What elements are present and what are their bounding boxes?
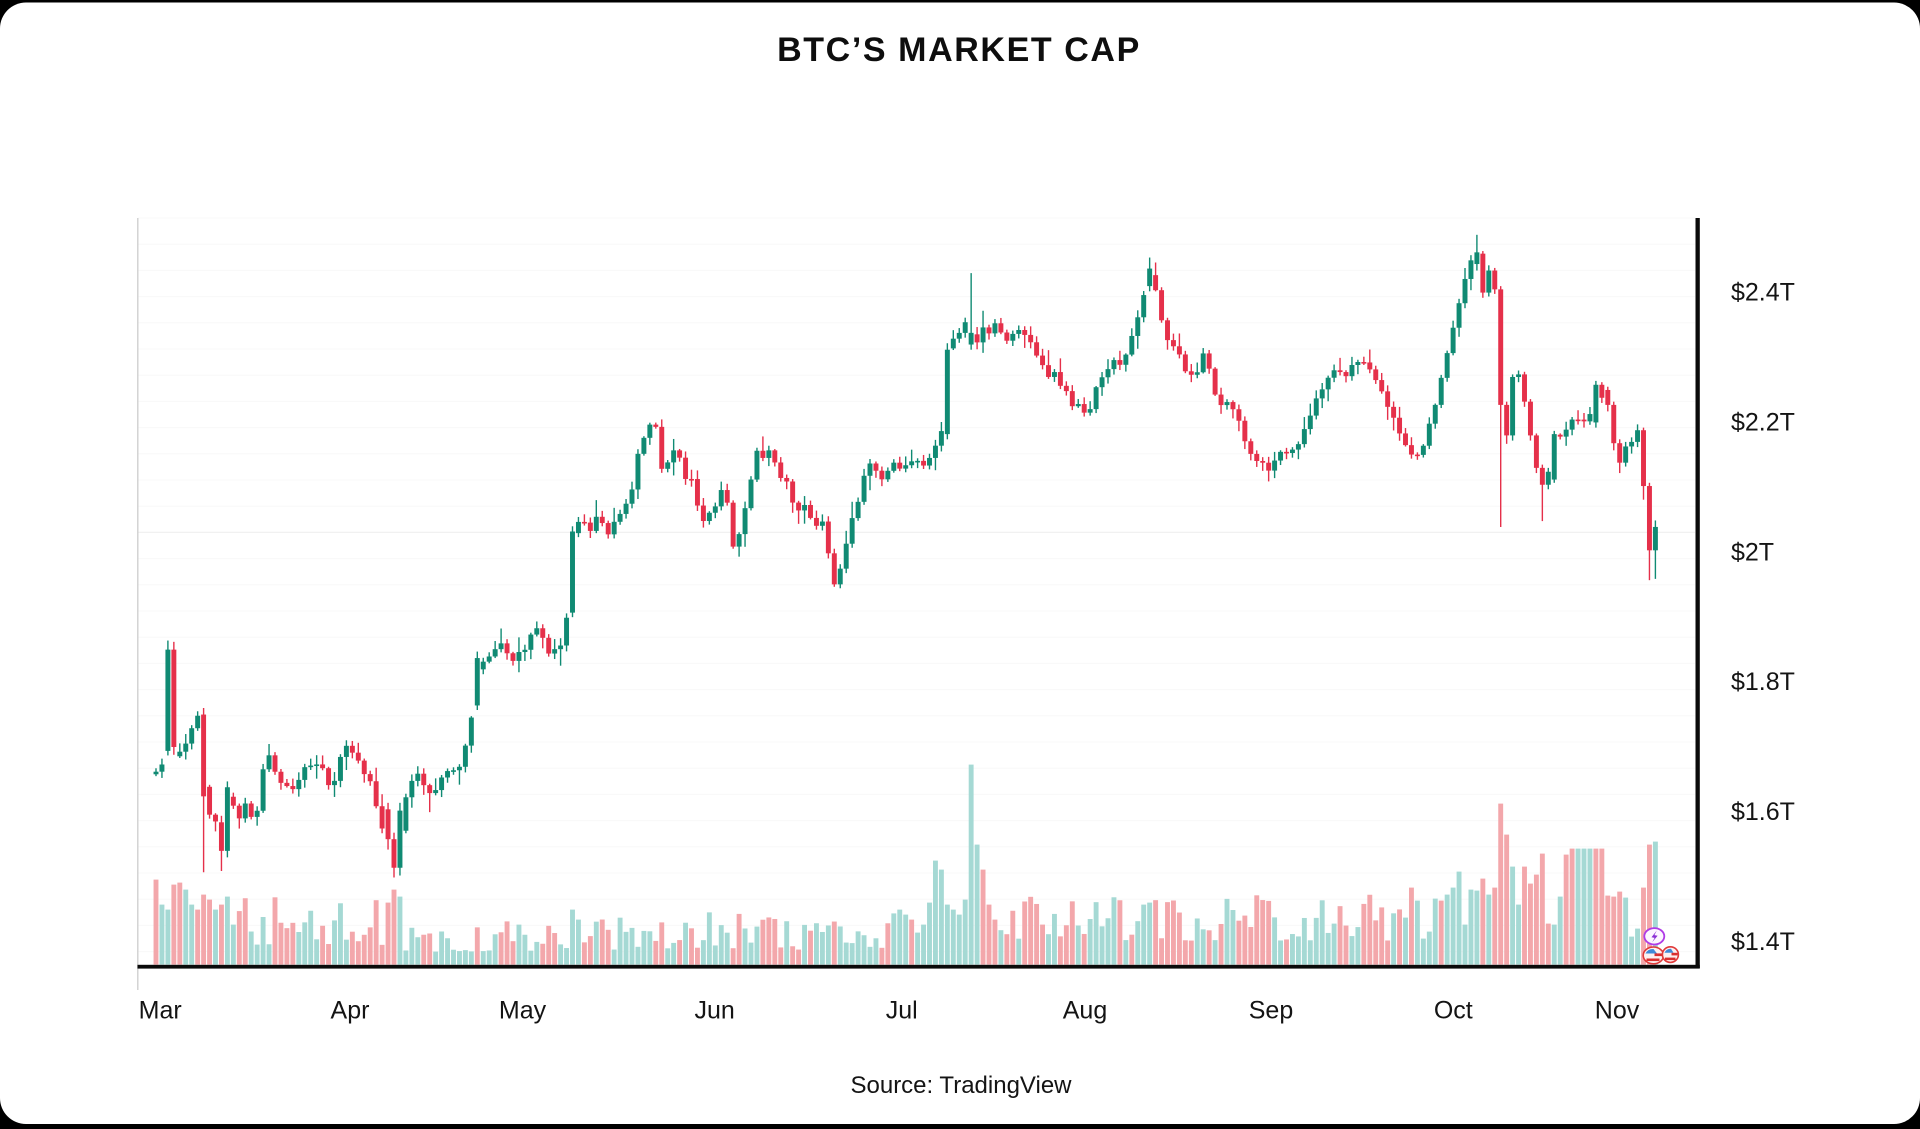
svg-text:Mar: Mar bbox=[139, 997, 182, 1025]
svg-text:BTC’S MARKET CAP: BTC’S MARKET CAP bbox=[777, 31, 1141, 69]
svg-text:$1.4T: $1.4T bbox=[1731, 928, 1795, 956]
svg-text:Apr: Apr bbox=[331, 997, 370, 1025]
svg-text:Nov: Nov bbox=[1595, 997, 1640, 1025]
svg-text:Oct: Oct bbox=[1434, 997, 1473, 1025]
svg-text:$2.4T: $2.4T bbox=[1731, 279, 1795, 307]
svg-text:Source: TradingView: Source: TradingView bbox=[850, 1072, 1072, 1099]
svg-text:Jul: Jul bbox=[886, 997, 918, 1025]
svg-text:May: May bbox=[499, 997, 547, 1025]
svg-text:Aug: Aug bbox=[1063, 997, 1107, 1025]
svg-text:Sep: Sep bbox=[1249, 997, 1293, 1025]
svg-text:$2T: $2T bbox=[1731, 538, 1774, 566]
svg-text:$1.8T: $1.8T bbox=[1731, 668, 1795, 696]
svg-text:$1.6T: $1.6T bbox=[1731, 798, 1795, 826]
svg-text:$2.2T: $2.2T bbox=[1731, 408, 1795, 436]
svg-text:Jun: Jun bbox=[694, 997, 734, 1025]
